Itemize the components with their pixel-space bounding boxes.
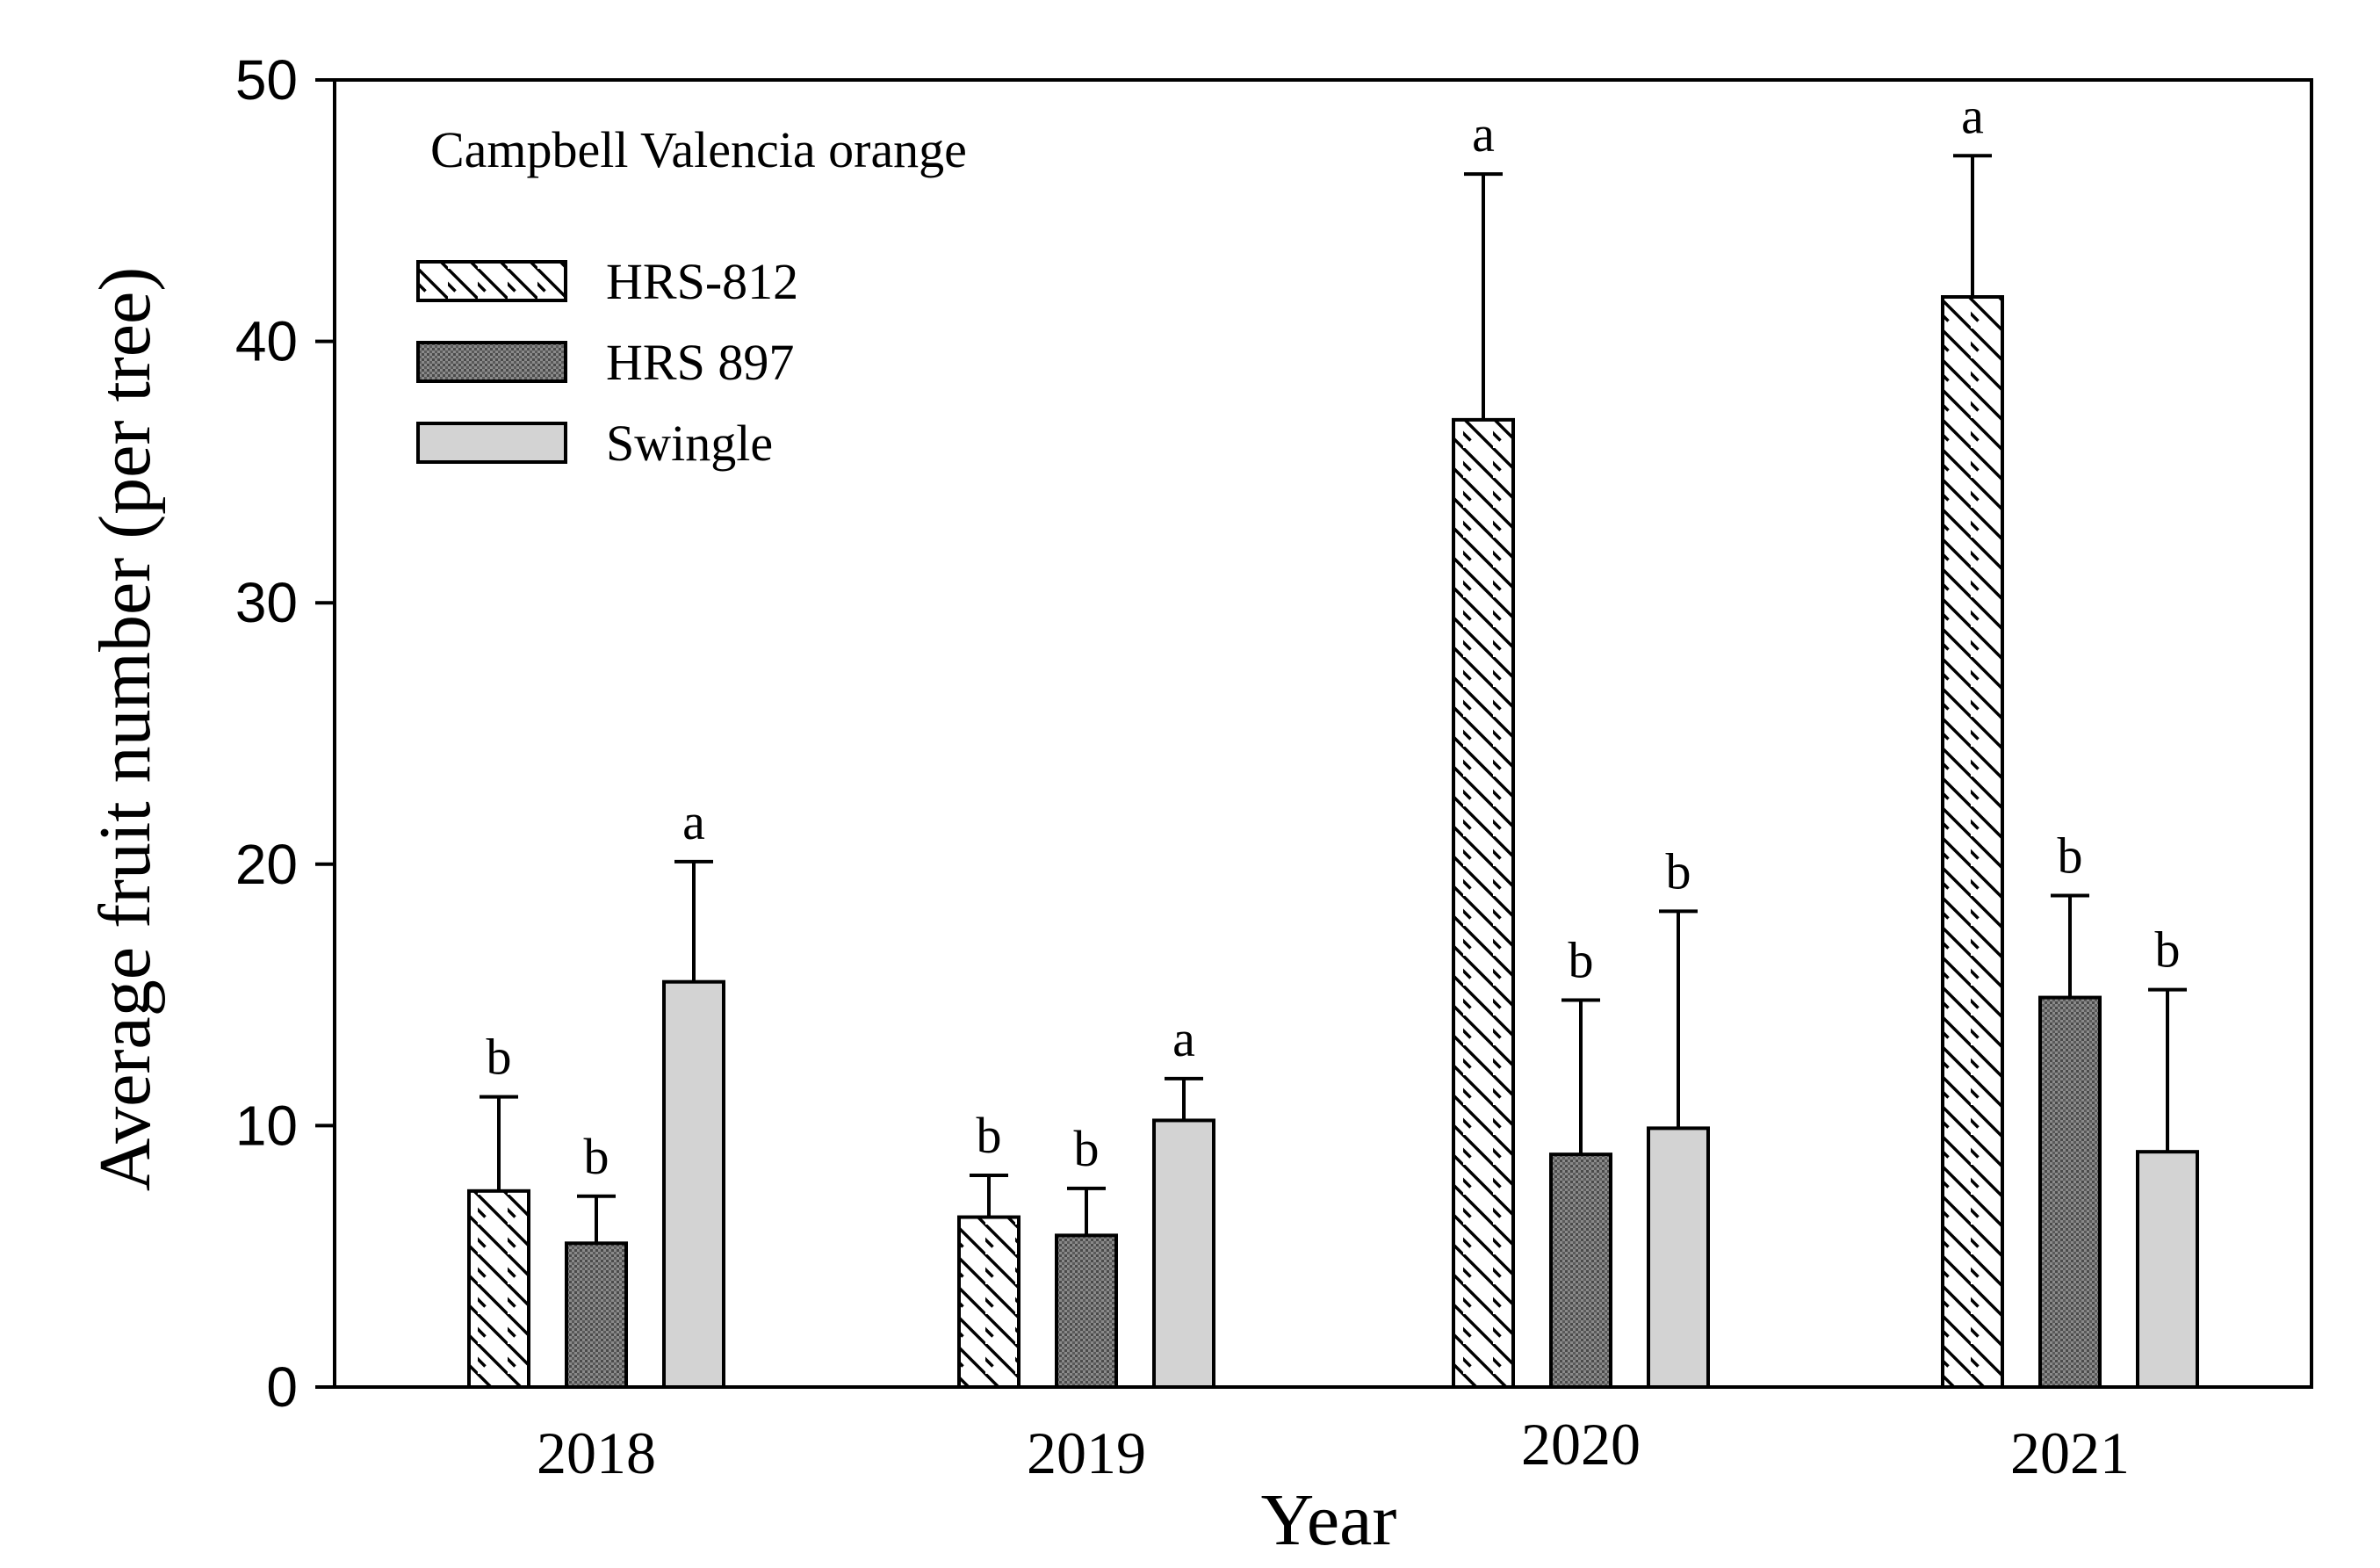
y-tick-label: 0 <box>266 1355 298 1419</box>
significance-letter: a <box>1472 105 1495 163</box>
bar <box>1941 295 2004 1389</box>
bar-group-2019-swingle: a <box>1152 1010 1215 1389</box>
significance-letter: b <box>1569 932 1594 989</box>
bar <box>467 1189 530 1390</box>
legend-label: HRS-812 <box>606 253 798 310</box>
x-axis-label: Year <box>1261 1479 1397 1561</box>
y-tick-label: 10 <box>235 1094 298 1157</box>
legend-label: Swingle <box>606 415 773 472</box>
bar-group-2019-hrs-897: b <box>1055 1120 1118 1389</box>
legend-item-hrs-812: HRS-812 <box>416 253 798 310</box>
bar <box>2136 1150 2199 1390</box>
legend-item-swingle: Swingle <box>416 415 773 472</box>
bar <box>1055 1233 1118 1389</box>
significance-letter: b <box>2058 827 2083 885</box>
bar-group-2020-swingle: b <box>1647 842 1710 1389</box>
y-tick-label: 50 <box>235 48 298 112</box>
legend-swatch <box>416 260 567 302</box>
bar <box>1152 1118 1215 1389</box>
legend-label: HRS 897 <box>606 334 794 391</box>
y-tick-label: 40 <box>235 310 298 373</box>
bar <box>2038 995 2102 1390</box>
x-tick-label: 2019 <box>1027 1420 1146 1486</box>
significance-letter: b <box>1666 842 1691 900</box>
bar <box>662 979 725 1389</box>
bar-group-2020-hrs-812: a <box>1452 105 1515 1389</box>
y-tick-label: 30 <box>235 571 298 634</box>
bar-group-2020-hrs-897: b <box>1549 932 1612 1389</box>
x-tick-label: 2021 <box>2010 1420 2130 1486</box>
significance-letter: b <box>487 1029 512 1086</box>
bar-group-2018-hrs-812: b <box>467 1029 530 1390</box>
legend: HRS-812 HRS 897 Swingle <box>416 253 798 472</box>
bar-group-2021-hrs-812: a <box>1941 87 2004 1389</box>
x-axis: 2018 2019 2020 2021 <box>537 1411 2130 1486</box>
significance-letter: b <box>584 1128 609 1185</box>
legend-swatch <box>416 422 567 464</box>
y-axis-label: Average fruit number (per tree) <box>84 267 166 1192</box>
bar <box>1452 417 1515 1389</box>
bar <box>957 1215 1021 1390</box>
bar-group-2018-hrs-897: b <box>565 1128 628 1389</box>
bar-group-2018-swingle: a <box>662 793 725 1389</box>
significance-letter: b <box>977 1107 1002 1164</box>
legend-swatch <box>416 341 567 383</box>
significance-letter: a <box>1172 1010 1195 1067</box>
x-tick-label: 2020 <box>1521 1411 1641 1478</box>
x-tick-label: 2018 <box>537 1420 656 1486</box>
bar-group-2019-hrs-812: b <box>957 1107 1021 1390</box>
bars: b b a b b a a b b a b b <box>467 87 2199 1390</box>
significance-letter: b <box>1074 1120 1100 1177</box>
legend-item-hrs-897: HRS 897 <box>416 334 794 391</box>
bar-group-2021-hrs-897: b <box>2038 827 2102 1390</box>
bar <box>565 1241 628 1389</box>
plot-frame <box>333 78 2313 1389</box>
significance-letter: a <box>682 793 705 850</box>
y-axis: 0 10 20 30 40 50 <box>235 48 335 1419</box>
y-tick-label: 20 <box>235 833 298 896</box>
bar <box>1549 1153 1612 1389</box>
significance-letter: a <box>1961 87 1984 144</box>
bar-group-2021-swingle: b <box>2136 921 2199 1390</box>
bar <box>1647 1126 1710 1389</box>
significance-letter: b <box>2155 921 2181 979</box>
chart-annotation: Campbell Valencia orange <box>430 121 967 178</box>
